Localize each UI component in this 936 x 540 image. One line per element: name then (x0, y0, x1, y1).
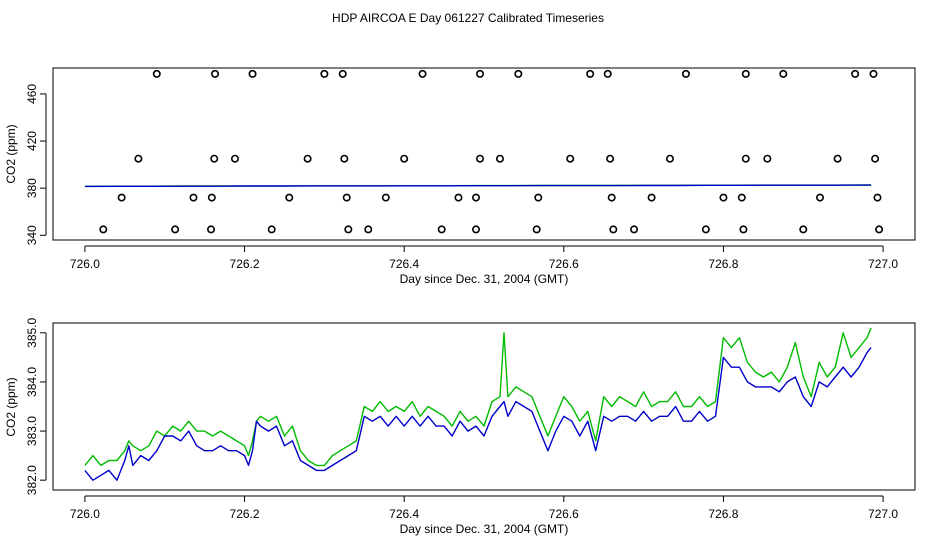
y-axis-label-top: CO2 (ppm) (4, 124, 18, 183)
standard-point (381, 193, 390, 202)
top-series-layer (84, 69, 884, 234)
standard-point (763, 154, 772, 163)
x-tick-label: 726.0 (70, 257, 100, 271)
x-tick-label: 727.0 (868, 257, 898, 271)
y-tick-label: 340 (25, 225, 39, 245)
standard-point (875, 225, 884, 234)
y-tick-label: 380 (25, 178, 39, 198)
x-tick-label: 726.4 (389, 507, 419, 521)
x-tick-label: 726.2 (230, 257, 260, 271)
x-tick-label: 726.2 (230, 507, 260, 521)
standard-point (454, 193, 463, 202)
standard-point (267, 225, 276, 234)
standard-point (741, 154, 750, 163)
standard-point (609, 225, 618, 234)
standard-point (514, 69, 523, 78)
series-line-ambient-blue (84, 184, 872, 188)
standard-point (400, 154, 409, 163)
standard-point (476, 154, 485, 163)
bottom-series-layer (84, 327, 872, 481)
ambient-co2-panel: 726.0 726.2 726.4 726.6 726.8 727.0 382.0 383.0… (4, 317, 916, 536)
standard-point (303, 154, 312, 163)
standard-point (437, 225, 446, 234)
x-tick-label: 726.6 (549, 507, 579, 521)
standard-point (189, 193, 198, 202)
x-tick-label: 726.0 (70, 507, 100, 521)
standard-point (320, 69, 329, 78)
standard-point (476, 69, 485, 78)
standard-point (117, 193, 126, 202)
standard-point (741, 69, 750, 78)
standard-point (873, 193, 882, 202)
series-line-blue (84, 347, 872, 481)
standard-point (340, 154, 349, 163)
x-tick-label: 726.6 (549, 257, 579, 271)
x-tick-label: 726.4 (389, 257, 419, 271)
standard-point (851, 69, 860, 78)
standard-point (816, 193, 825, 202)
standard-point (248, 69, 257, 78)
calibrated-standards-panel: 726.0 726.2 726.4 726.6 726.8 727.0 340 380 420 4… (4, 67, 916, 286)
standard-point (99, 225, 108, 234)
bottom-axes-layer: 726.0 726.2 726.4 726.6 726.8 727.0 382.0 383.0… (25, 317, 898, 521)
standard-point (833, 154, 842, 163)
standard-point (472, 193, 481, 202)
standard-point (418, 69, 427, 78)
x-tick-label: 727.0 (868, 507, 898, 521)
standard-point (665, 154, 674, 163)
standard-point (364, 225, 373, 234)
standard-point (799, 225, 808, 234)
plot-frame-top (52, 67, 916, 241)
standard-point (207, 193, 216, 202)
y-tick-label: 460 (25, 84, 39, 104)
series-line-green (84, 327, 872, 467)
y-tick-label: 382.0 (25, 465, 39, 495)
standard-point (630, 225, 639, 234)
standard-point (207, 225, 216, 234)
standard-point (472, 225, 481, 234)
standard-point (603, 69, 612, 78)
standard-point (739, 225, 748, 234)
y-tick-label: 420 (25, 131, 39, 151)
x-tick-label: 726.8 (708, 507, 738, 521)
y-axis-label-bottom: CO2 (ppm) (4, 377, 18, 436)
plot-frame-bottom (52, 322, 916, 491)
standard-point (532, 225, 541, 234)
top-axes-layer: 726.0 726.2 726.4 726.6 726.8 727.0 340 380 420 4… (25, 84, 898, 271)
standard-point (871, 154, 880, 163)
y-tick-label: 384.0 (25, 367, 39, 397)
standard-point (338, 69, 347, 78)
standard-point (647, 193, 656, 202)
standard-point (586, 69, 595, 78)
standard-point (534, 193, 543, 202)
standard-point (681, 69, 690, 78)
standard-point (719, 193, 728, 202)
standard-point (285, 193, 294, 202)
standard-point (171, 225, 180, 234)
y-tick-label: 385.0 (25, 317, 39, 347)
y-tick-label: 383.0 (25, 416, 39, 446)
standard-point (701, 225, 710, 234)
standard-point (737, 193, 746, 202)
standard-point (869, 69, 878, 78)
x-tick-label: 726.8 (708, 257, 738, 271)
standard-point (210, 154, 219, 163)
standard-point (211, 69, 220, 78)
standard-point (495, 154, 504, 163)
x-axis-label-bottom: Day since Dec. 31, 2004 (GMT) (400, 522, 569, 536)
standard-point (230, 154, 239, 163)
standard-point (779, 69, 788, 78)
standard-point (566, 154, 575, 163)
standard-point (342, 193, 351, 202)
standard-point (607, 193, 616, 202)
standard-point (134, 154, 143, 163)
standard-point (344, 225, 353, 234)
chart-title: HDP AIRCOA E Day 061227 Calibrated Times… (332, 11, 604, 25)
standard-point (606, 154, 615, 163)
x-axis-label-top: Day since Dec. 31, 2004 (GMT) (400, 272, 569, 286)
standard-point (152, 69, 161, 78)
